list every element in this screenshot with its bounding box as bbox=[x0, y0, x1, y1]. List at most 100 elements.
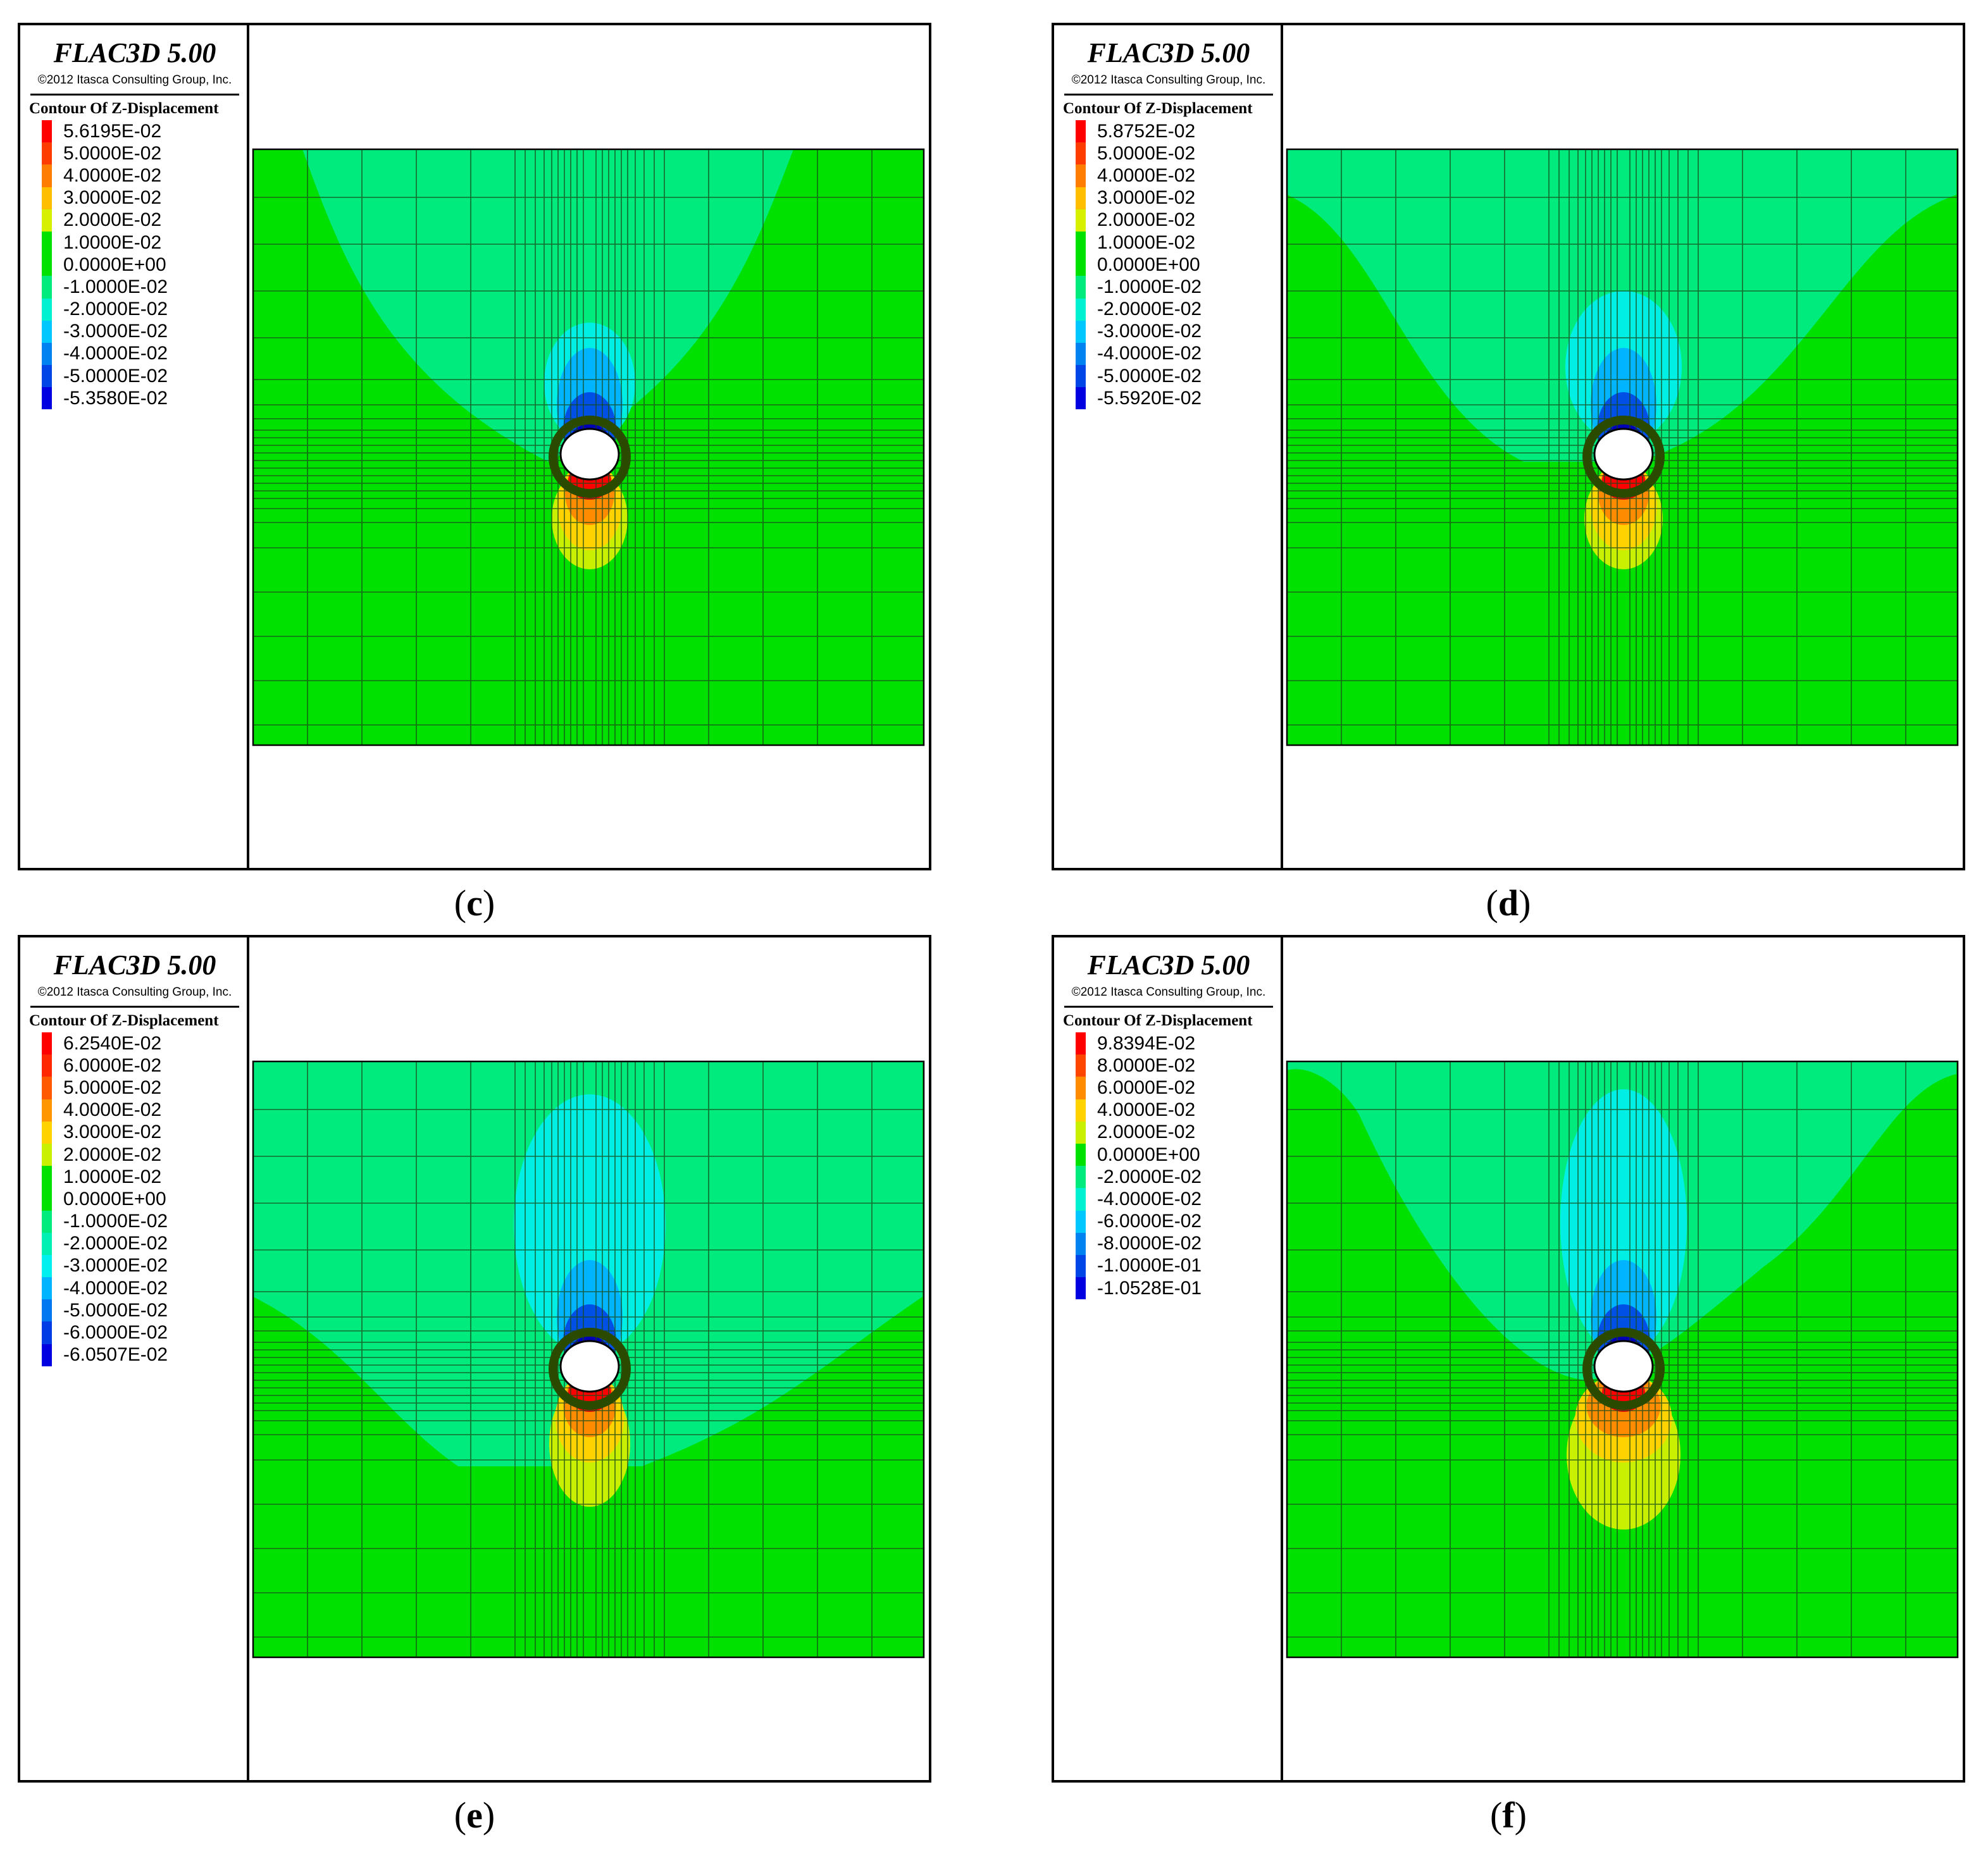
legend-label: 2.0000E-02 bbox=[63, 1144, 162, 1165]
tunnel-lining bbox=[1582, 416, 1665, 498]
legend-entries: 9.8394E-02 8.0000E-02 6.0000E-02 4.0000E-02… bbox=[1076, 1032, 1202, 1300]
legend-swatch bbox=[1076, 254, 1086, 276]
legend-swatch bbox=[1076, 1032, 1086, 1055]
legend-entry: 4.0000E-02 bbox=[1076, 1099, 1202, 1122]
legend-entry: -5.0000E-02 bbox=[42, 1299, 168, 1322]
legend-entry: -5.3580E-02 bbox=[42, 387, 168, 410]
legend-swatch bbox=[42, 1321, 52, 1344]
legend-label: 4.0000E-02 bbox=[1097, 1099, 1196, 1121]
legend-swatch bbox=[1076, 387, 1086, 410]
software-title: FLAC3D 5.00 bbox=[1087, 949, 1250, 980]
legend-label: -5.5920E-02 bbox=[1097, 387, 1202, 409]
legend-entry: 4.0000E-02 bbox=[42, 164, 168, 187]
legend-label: -5.0000E-02 bbox=[63, 1299, 168, 1321]
legend-divider bbox=[1064, 1006, 1273, 1008]
legend-label: -6.0000E-02 bbox=[1097, 1211, 1202, 1232]
legend-swatch bbox=[42, 231, 52, 254]
legend-swatch bbox=[42, 387, 52, 410]
caption-d: (d) bbox=[1486, 882, 1531, 924]
legend-swatch bbox=[1076, 1232, 1086, 1255]
legend-swatch bbox=[42, 120, 52, 143]
legend-entry: -5.0000E-02 bbox=[42, 365, 168, 388]
legend-entry: -3.0000E-02 bbox=[42, 320, 168, 343]
legend-swatch bbox=[1076, 142, 1086, 165]
legend-label: -1.0000E-02 bbox=[63, 276, 168, 297]
legend-swatch bbox=[42, 1143, 52, 1166]
legend-entry: 0.0000E+00 bbox=[42, 1188, 168, 1211]
legend-label: -4.0000E-02 bbox=[63, 1277, 168, 1299]
legend-label: 5.6195E-02 bbox=[63, 120, 162, 142]
legend-label: -5.0000E-02 bbox=[1097, 365, 1202, 386]
legend-label: -4.0000E-02 bbox=[1097, 343, 1202, 364]
legend-label: 3.0000E-02 bbox=[63, 1122, 162, 1143]
legend-swatch bbox=[42, 1277, 52, 1300]
legend-entry: -5.5920E-02 bbox=[1076, 387, 1202, 410]
legend-label: 4.0000E-02 bbox=[1097, 164, 1196, 186]
legend-entry: -6.0507E-02 bbox=[42, 1344, 168, 1366]
legend-entry: -4.0000E-02 bbox=[1076, 342, 1202, 366]
legend-swatch bbox=[42, 342, 52, 366]
legend-entry: 8.0000E-02 bbox=[1076, 1054, 1202, 1077]
legend-label: -3.0000E-02 bbox=[63, 1255, 168, 1277]
contour-panel-f: FLAC3D 5.00 ©2012 Itasca Consulting Grou… bbox=[1052, 935, 1965, 1783]
contour-title: Contour Of Z-Displacement bbox=[29, 100, 219, 117]
legend-swatch bbox=[1076, 1054, 1086, 1077]
legend-divider bbox=[30, 1006, 239, 1008]
legend-label: 6.0000E-02 bbox=[63, 1054, 162, 1076]
legend-entry: 2.0000E-02 bbox=[42, 1143, 168, 1166]
contour-title: Contour Of Z-Displacement bbox=[1063, 1012, 1253, 1029]
contour-panel-c: FLAC3D 5.00 ©2012 Itasca Consulting Grou… bbox=[18, 23, 931, 870]
tunnel-lining bbox=[1582, 1328, 1665, 1410]
legend-label: 9.8394E-02 bbox=[1097, 1032, 1196, 1054]
tunnel-opening bbox=[1593, 1340, 1654, 1393]
legend-entry: 1.0000E-02 bbox=[42, 1166, 168, 1189]
legend-entry: 2.0000E-02 bbox=[42, 209, 168, 232]
legend-swatch bbox=[1076, 231, 1086, 254]
legend-label: 0.0000E+00 bbox=[1097, 254, 1200, 275]
legend-divider bbox=[1064, 94, 1273, 96]
plot-area-c bbox=[249, 25, 929, 868]
legend-label: -2.0000E-02 bbox=[1097, 1166, 1202, 1187]
legend-entry: -2.0000E-02 bbox=[42, 298, 168, 321]
legend-label: 3.0000E-02 bbox=[1097, 187, 1196, 209]
legend-entry: 0.0000E+00 bbox=[1076, 254, 1202, 276]
legend-entry: 1.0000E-02 bbox=[1076, 231, 1202, 254]
legend-entry: -4.0000E-02 bbox=[1076, 1188, 1202, 1211]
legend-label: 3.0000E-02 bbox=[63, 187, 162, 209]
legend-swatch bbox=[1076, 1143, 1086, 1166]
contour-panel-e: FLAC3D 5.00 ©2012 Itasca Consulting Grou… bbox=[18, 935, 931, 1783]
caption-c: (c) bbox=[454, 882, 495, 924]
mesh-grid bbox=[1286, 1061, 1958, 1658]
legend-entry: -8.0000E-02 bbox=[1076, 1232, 1202, 1255]
tunnel-opening bbox=[1593, 428, 1654, 481]
legend-label: 0.0000E+00 bbox=[63, 1188, 166, 1209]
legend-swatch bbox=[42, 1166, 52, 1189]
legend-entry: -5.0000E-02 bbox=[1076, 365, 1202, 388]
legend-label: -1.0000E-02 bbox=[1097, 276, 1202, 297]
legend-swatch bbox=[42, 1121, 52, 1144]
legend-swatch bbox=[1076, 1077, 1086, 1099]
model-boundary bbox=[1286, 148, 1959, 746]
legend-swatch bbox=[1076, 276, 1086, 299]
contour-panel-d: FLAC3D 5.00 ©2012 Itasca Consulting Grou… bbox=[1052, 23, 1965, 870]
legend-label: 1.0000E-02 bbox=[63, 1166, 162, 1187]
legend-label: 2.0000E-02 bbox=[63, 209, 162, 231]
legend-label: -2.0000E-02 bbox=[1097, 299, 1202, 320]
software-title: FLAC3D 5.00 bbox=[53, 37, 216, 68]
legend-entry: -6.0000E-02 bbox=[1076, 1210, 1202, 1233]
legend-entry: -3.0000E-02 bbox=[42, 1254, 168, 1278]
legend-swatch bbox=[1076, 1254, 1086, 1278]
legend-entry: -2.0000E-02 bbox=[1076, 1166, 1202, 1189]
legend-swatch bbox=[1076, 342, 1086, 366]
legend-label: -4.0000E-02 bbox=[63, 343, 168, 364]
legend-swatch bbox=[42, 276, 52, 299]
legend-label: 4.0000E-02 bbox=[63, 1099, 162, 1121]
legend-entry: -4.0000E-02 bbox=[42, 342, 168, 366]
plot-area-e bbox=[249, 937, 929, 1780]
legend-swatch bbox=[42, 1254, 52, 1278]
legend-label: 5.0000E-02 bbox=[63, 142, 162, 164]
legend-swatch bbox=[1076, 298, 1086, 321]
legend-swatch bbox=[1076, 320, 1086, 343]
legend-swatch bbox=[42, 1099, 52, 1122]
legend-label: 6.0000E-02 bbox=[1097, 1077, 1196, 1098]
